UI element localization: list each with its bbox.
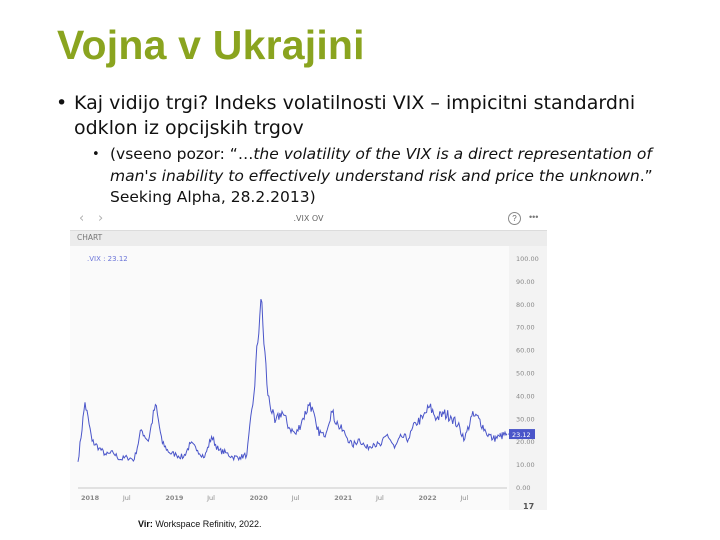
legend-label: .VIX : 23.12 <box>87 255 128 263</box>
y-tick-label: 60.00 <box>516 347 535 355</box>
y-tick-label: 40.00 <box>516 392 535 400</box>
slide-title: Vojna v Ukrajini <box>57 22 365 68</box>
help-icon[interactable]: ? <box>508 212 521 225</box>
x-tick-label: Jul <box>122 494 131 502</box>
x-tick-label: 2021 <box>334 494 353 502</box>
y-tick-label: 90.00 <box>516 278 535 286</box>
x-tick-label: Jul <box>206 494 215 502</box>
y-tick-label: 0.00 <box>516 484 530 492</box>
bullet-main-text: Kaj vidijo trgi? Indeks volatilnosti VIX… <box>74 92 636 139</box>
chart-header: CHART <box>70 230 547 247</box>
bullet-dot: • <box>56 92 68 114</box>
bullet-sub-text: (vseeno pozor: “…the volatility of the V… <box>92 144 662 209</box>
instrument-label: .VIX OV <box>293 214 324 223</box>
y-tick-label: 70.00 <box>516 324 535 332</box>
bullet-main: • Kaj vidijo trgi? Indeks volatilnosti V… <box>56 91 666 141</box>
quote-close: .” Seeking Alpha, 28.2.2013) <box>110 166 653 207</box>
y-tick-label: 20.00 <box>516 438 535 446</box>
y-tick-label: 10.00 <box>516 461 535 469</box>
x-tick-label: 2019 <box>165 494 184 502</box>
x-tick-label: 2020 <box>250 494 269 502</box>
chart-window: ‹ › .VIX OV ? ••• CHART 100.00 90.00 80.00… <box>70 208 547 510</box>
chart-header-label: CHART <box>77 233 103 242</box>
chart-toolbar: ‹ › .VIX OV ? ••• <box>70 208 547 230</box>
x-tick-label: Jul <box>459 494 468 502</box>
quote-text: the volatility of the VIX is a direct re… <box>110 145 652 185</box>
plot-background <box>70 246 547 510</box>
vix-series-line <box>77 299 508 462</box>
y-tick-label: 30.00 <box>516 415 535 423</box>
more-options-icon[interactable]: ••• <box>529 212 539 222</box>
bullet-sub: • (vseeno pozor: “…the volatility of the… <box>92 144 662 209</box>
x-tick-label: 2022 <box>419 494 437 502</box>
y-axis-band <box>509 246 547 510</box>
y-tick-label: 50.00 <box>516 370 535 378</box>
x-tick-label: 2018 <box>81 494 100 502</box>
chevron-left-icon[interactable]: ‹ <box>79 211 85 226</box>
quote-open: (vseeno pozor: “… <box>110 145 254 163</box>
source-text: Workspace Refinitiv, 2022. <box>152 519 262 529</box>
x-tick-label: Jul <box>291 494 300 502</box>
y-tick-label: 80.00 <box>516 301 535 309</box>
source-note: Vir: Workspace Refinitiv, 2022. <box>138 519 262 529</box>
tradingview-logo-icon: 17 <box>523 502 534 510</box>
last-value-badge <box>509 429 535 440</box>
last-value-label: 23.12 <box>512 431 531 439</box>
source-label: Vir: <box>138 519 153 529</box>
vix-chart: 100.00 90.00 80.00 70.00 60.00 50.00 40.00 30.0… <box>70 246 547 510</box>
x-tick-label: Jul <box>375 494 384 502</box>
y-tick-label: 100.00 <box>516 255 539 263</box>
bullet-dot: • <box>92 147 100 162</box>
chevron-right-icon[interactable]: › <box>98 211 104 226</box>
